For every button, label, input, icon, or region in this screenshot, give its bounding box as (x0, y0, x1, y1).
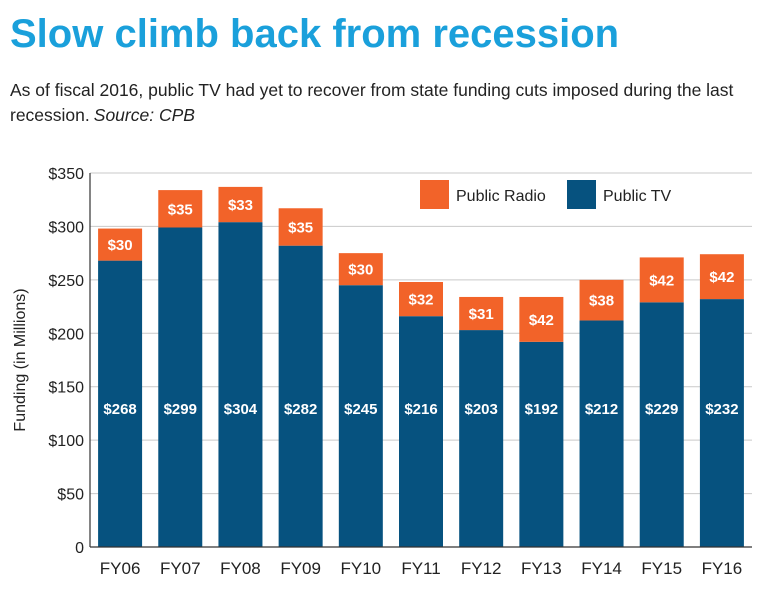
legend-swatch-public-radio (420, 180, 449, 209)
legend: Public Radio Public TV (420, 180, 672, 209)
y-tick-label: $350 (48, 166, 84, 183)
bar-public-radio (519, 296, 564, 342)
bar-public-radio (579, 279, 624, 321)
bar-public-radio (459, 296, 504, 331)
bar-public-tv (218, 222, 263, 547)
bar-public-radio (158, 190, 203, 228)
legend-label-public-tv: Public TV (603, 188, 672, 205)
data-label-public-tv: $304 (224, 401, 258, 418)
data-label-public-radio: $35 (288, 219, 313, 236)
x-tick-label: FY11 (401, 559, 440, 578)
bar-public-radio (399, 281, 443, 317)
data-label-public-radio: $35 (168, 201, 193, 218)
data-label-public-radio: $30 (108, 237, 133, 254)
x-tick-label: FY09 (280, 559, 321, 578)
bar-public-tv (699, 299, 744, 547)
chart-subtitle: As of fiscal 2016, public TV had yet to … (10, 78, 765, 128)
legend-swatch-public-tv (567, 180, 596, 209)
x-tick-label: FY07 (160, 559, 201, 578)
data-label-public-tv: $212 (585, 401, 618, 418)
data-label-public-tv: $282 (284, 401, 317, 418)
bar-public-tv (639, 302, 684, 547)
bar-public-tv (158, 227, 203, 548)
data-label-public-radio: $31 (469, 306, 494, 323)
x-tick-label: FY14 (581, 559, 622, 578)
y-axis-ticks: 0 $50 $100 $150 $200 $250 $300 $350 (48, 166, 84, 557)
data-label-public-tv: $216 (404, 401, 437, 418)
y-tick-label: $250 (48, 273, 84, 290)
y-tick-label: $150 (48, 380, 84, 397)
bar-public-tv (98, 260, 143, 547)
x-tick-label: FY16 (702, 559, 743, 578)
data-label-public-tv: $232 (705, 401, 738, 418)
x-tick-label: FY13 (521, 559, 562, 578)
bar-public-tv (278, 245, 323, 548)
x-tick-label: FY10 (340, 559, 381, 578)
y-tick-label: $50 (57, 487, 84, 504)
legend-label-public-radio: Public Radio (456, 188, 546, 205)
data-label-public-tv: $203 (464, 401, 497, 418)
data-label-public-tv: $229 (645, 401, 678, 418)
bar-public-tv (519, 341, 564, 547)
data-label-public-radio: $42 (649, 272, 674, 289)
chart-title: Slow climb back from recession (10, 12, 620, 56)
bar-public-radio (98, 228, 143, 261)
x-tick-label: FY06 (100, 559, 141, 578)
x-tick-label: FY15 (641, 559, 682, 578)
data-label-public-radio: $32 (408, 292, 433, 309)
data-label-public-tv: $245 (344, 401, 377, 418)
y-axis-label: Funding (in Millions) (12, 288, 29, 431)
bar-public-radio (639, 257, 684, 303)
bar-public-tv (579, 320, 624, 547)
subtitle-text: As of fiscal 2016, public TV had yet to … (10, 80, 734, 125)
data-label-public-radio: $42 (709, 269, 734, 286)
y-tick-label: 0 (75, 540, 84, 557)
data-label-public-radio: $33 (228, 197, 253, 214)
y-tick-label: $300 (48, 219, 84, 236)
data-label-public-radio: $42 (529, 312, 554, 329)
bar-public-radio (218, 186, 263, 223)
bar-public-tv (459, 330, 504, 547)
y-tick-label: $100 (48, 433, 84, 450)
bar-public-radio (278, 208, 323, 246)
x-axis-ticks: FY06 FY07 FY08 FY09 FY10 FY11 FY12 FY13 FY14 FY15… (100, 559, 742, 578)
data-label-public-tv: $299 (164, 401, 197, 418)
bar-public-radio (338, 253, 383, 286)
data-label-public-radio: $30 (348, 262, 373, 279)
source-note: Source: CPB (93, 105, 195, 125)
data-label-public-tv: $192 (525, 401, 558, 418)
bar-public-tv (399, 316, 443, 547)
data-label-public-radio: $38 (589, 293, 614, 310)
x-tick-label: FY12 (461, 559, 502, 578)
x-tick-label: FY08 (220, 559, 261, 578)
data-label-public-tv: $268 (103, 401, 136, 418)
y-tick-label: $200 (48, 326, 84, 343)
bars: $268 $30 $299 $35 $304 $33 $282 $35 $245 $30 $216 $… (98, 186, 744, 548)
bar-public-radio (699, 254, 744, 300)
bar-public-tv (338, 285, 383, 547)
